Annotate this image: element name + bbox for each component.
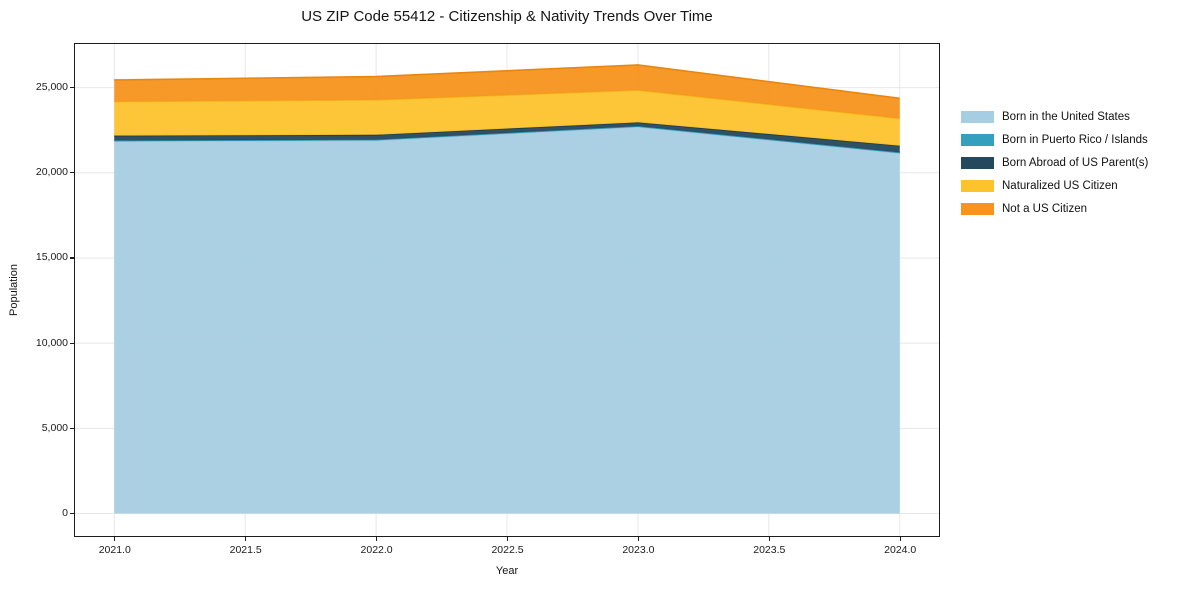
area-born-in-the-united-states [114, 126, 900, 514]
legend-item-naturalized-us-citizen: Naturalized US Citizen [961, 180, 1148, 192]
plot-area [74, 43, 940, 537]
x-tick-label: 2022.5 [491, 544, 524, 556]
y-tick-mark [70, 427, 75, 429]
y-tick-mark [70, 512, 75, 515]
x-tick-mark [637, 536, 639, 541]
x-tick-label: 2021.0 [98, 544, 131, 556]
legend-item-born-in-puerto-rico-islands: Born in Puerto Rico / Islands [961, 134, 1148, 146]
y-tick-label: 5,000 [41, 421, 68, 434]
chart-canvas [75, 44, 939, 536]
legend-swatch-not-a-us-citizen [961, 203, 994, 215]
legend-swatch-born-in-the-united-states [961, 111, 994, 123]
y-tick-mark [70, 172, 75, 174]
legend-swatch-born-in-puerto-rico-islands [961, 134, 994, 146]
legend-label: Born in the United States [1002, 111, 1130, 123]
area-edge-born-in-puerto-rico-islands [114, 125, 900, 154]
x-tick-label: 2023.0 [622, 544, 655, 556]
x-tick-label: 2021.5 [229, 544, 262, 556]
chart-title: US ZIP Code 55412 - Citizenship & Nativi… [301, 8, 713, 25]
x-tick-mark [506, 536, 509, 541]
x-tick-mark [245, 536, 247, 541]
area-born-abroad-of-us-parent-s [114, 122, 900, 153]
y-tick-label: 15,000 [35, 251, 68, 264]
y-tick-mark [70, 87, 75, 89]
legend-label: Born Abroad of US Parent(s) [1002, 157, 1149, 169]
x-tick-label: 2024.0 [884, 544, 917, 556]
legend: Born in the United States Born in Puerto … [961, 111, 1148, 215]
y-axis-label: Population [8, 264, 20, 316]
x-axis-label: Year [495, 565, 519, 577]
y-tick-label: 0 [62, 507, 68, 519]
legend-item-born-in-the-united-states: Born in the United States [961, 111, 1148, 123]
y-tick-label: 10,000 [35, 336, 68, 349]
x-tick-mark [899, 536, 901, 541]
x-tick-label: 2022.0 [360, 544, 393, 556]
x-tick-label: 2023.5 [753, 544, 786, 556]
x-tick-mark [768, 536, 770, 541]
y-tick-mark [70, 342, 75, 344]
legend-swatch-naturalized-us-citizen [961, 180, 994, 192]
legend-label: Born in Puerto Rico / Islands [1002, 134, 1148, 146]
legend-label: Naturalized US Citizen [1002, 180, 1118, 192]
y-tick-label: 20,000 [35, 166, 68, 179]
legend-item-born-abroad-of-us-parent-s: Born Abroad of US Parent(s) [961, 157, 1148, 169]
legend-swatch-born-abroad-of-us-parent-s [961, 157, 994, 169]
area-naturalized-us-citizen [114, 90, 900, 146]
x-tick-mark [375, 536, 378, 541]
area-edge-not-a-us-citizen [114, 64, 900, 100]
y-tick-label: 25,000 [35, 81, 68, 94]
area-not-a-us-citizen [114, 64, 900, 119]
legend-item-not-a-us-citizen: Not a US Citizen [961, 203, 1148, 215]
legend-label: Not a US Citizen [1002, 203, 1088, 215]
y-tick-mark [70, 257, 75, 259]
x-tick-mark [114, 536, 116, 541]
